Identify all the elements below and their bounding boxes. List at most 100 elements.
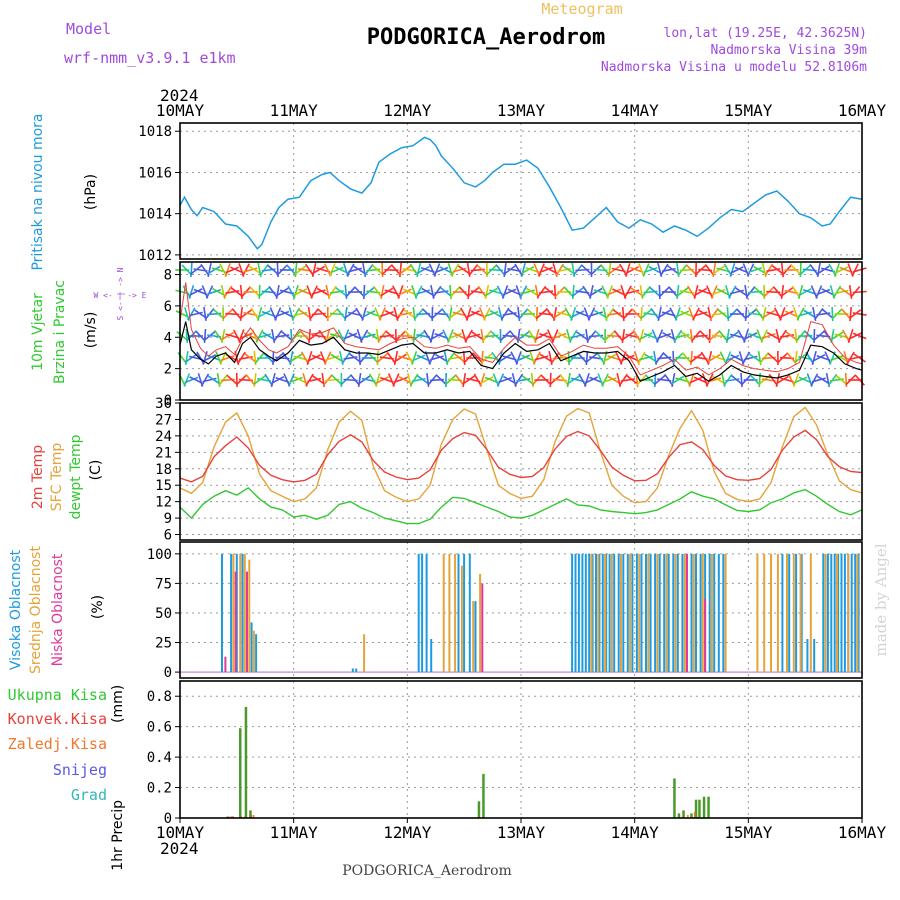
cloud-high-bar: [676, 553, 679, 673]
wind-arrow: [460, 307, 469, 321]
wind-arrow: [562, 265, 575, 275]
cloud-mid-bar: [847, 553, 850, 673]
station-title: PODGORICA_Aerodrom: [367, 25, 605, 50]
wind-arrow: [454, 374, 465, 386]
clouds-frame: [179, 541, 863, 679]
precip-legend-frz: Zaledj.Kisa: [8, 735, 107, 753]
wind-arrow: [477, 285, 488, 299]
wind-arrow: [516, 354, 531, 362]
cloud-mid-bar: [692, 553, 695, 673]
wind-ytick-label: 2: [164, 362, 172, 378]
wind-arrow: [264, 373, 274, 387]
wind-arrow: [842, 329, 851, 343]
cloud-low-bar: [481, 583, 484, 673]
wind-arrow: [503, 265, 516, 275]
wind-arrow: [244, 353, 257, 363]
wind-arrow: [310, 285, 318, 299]
wind-arrow: [621, 354, 635, 362]
wind-arrow: [189, 288, 203, 296]
wind-arrow: [479, 373, 486, 387]
wind-arrow: [851, 263, 859, 277]
wind-arrow: [184, 376, 199, 384]
temperature-ytick-label: 9: [164, 511, 172, 527]
wind-arrow: [452, 267, 467, 273]
wind-arrow: [175, 310, 189, 318]
wind-arrow: [834, 263, 840, 277]
wind-ytick-label: 6: [164, 299, 172, 315]
cloud-high-bar: [843, 553, 846, 673]
wind-arrow: [412, 328, 416, 344]
wind-arrow: [416, 289, 431, 295]
precip-legend-conv: Konvek.Kisa: [8, 710, 107, 728]
wind-arrow: [245, 374, 256, 386]
wind-arrow: [637, 351, 646, 365]
wind-arrow: [555, 263, 564, 277]
wind-arrow: [311, 289, 326, 295]
cloud-high-bar: [241, 553, 244, 673]
cloud-high-bar: [463, 553, 466, 673]
elevation-label: Nadmorska Visina 39m: [710, 43, 867, 58]
credit-label: made by Angel: [872, 543, 890, 656]
cloud-high-bar: [635, 553, 638, 673]
wind-arrow: [280, 310, 294, 318]
wind-arrow: [743, 355, 758, 361]
wind-arrow: [662, 352, 675, 364]
wind-arrow: [311, 263, 317, 277]
cloud-mid-bar: [792, 553, 795, 673]
wind-arrow: [465, 307, 472, 321]
wind-arrow: [393, 350, 399, 366]
wind-arrow: [726, 331, 739, 341]
precip-unit: (mm): [110, 685, 126, 723]
wind-arrow: [373, 285, 383, 299]
wind-arrow: [821, 288, 835, 296]
wind-arrow: [699, 330, 711, 342]
wind-arrow: [730, 354, 744, 362]
wind-arrow: [433, 263, 441, 277]
precip-total-bar: [249, 810, 252, 818]
wind-arrow: [411, 354, 426, 362]
wind-arrow: [466, 310, 480, 318]
wind-arrow: [220, 329, 226, 343]
temp-unit: (C): [88, 460, 104, 481]
date-tick-top: 14MAY: [611, 101, 660, 120]
wind-arrow: [257, 306, 263, 322]
cloud-mid-bar: [604, 553, 607, 673]
cloud-high-bar: [595, 553, 597, 673]
wind-arrow: [316, 287, 330, 297]
wind-arrow: [355, 307, 364, 321]
wind-arrow: [429, 355, 444, 361]
wind-arrow: [397, 285, 404, 299]
cloud-high-bar: [571, 553, 574, 673]
wind-direction-legend: W <- | -> E: [94, 291, 147, 300]
wind-arrow: [344, 306, 348, 322]
wind-arrow: [238, 329, 245, 343]
wind-arrow: [225, 266, 240, 274]
wind-arrow: [621, 331, 635, 341]
date-tick-bottom: 15MAY: [724, 823, 773, 842]
wind-arrow: [230, 287, 243, 297]
wind-arrow: [667, 265, 680, 275]
cloud-high-bar: [421, 553, 424, 673]
wind-arrow: [650, 307, 660, 321]
wind-arrow: [821, 308, 834, 320]
wind-arrow: [607, 288, 621, 296]
wind-arrow: [521, 375, 534, 385]
wind-arrow: [422, 308, 434, 320]
wind-arrow: [378, 307, 386, 321]
wind-arrow: [462, 372, 467, 388]
cloud-high-bar: [417, 553, 420, 673]
precip-ytick-label: 0.2: [147, 781, 172, 797]
cloud-high-bar: [255, 634, 258, 672]
precip-ytick-label: 0: [164, 811, 172, 827]
wind-arrow: [439, 286, 452, 298]
wind-arrow: [847, 329, 854, 343]
wind-arrow: [577, 352, 588, 364]
wind-arrow: [498, 377, 512, 383]
wind-arrow: [768, 373, 779, 387]
wind-arrow: [188, 285, 195, 299]
wind-arrow: [501, 285, 509, 299]
wind-arrow: [416, 354, 431, 362]
wind-arrow: [398, 375, 412, 385]
wind-arrow: [589, 285, 594, 299]
wind-arrow: [248, 265, 262, 275]
